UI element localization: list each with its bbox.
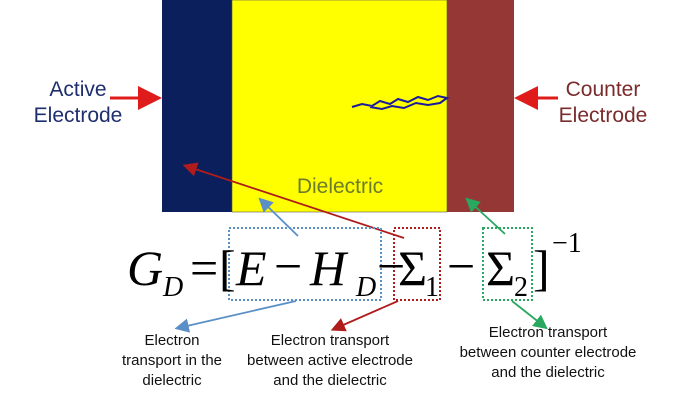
counter-label: Counter [566,78,641,101]
arrow [334,301,398,329]
eq: Σ [486,240,515,296]
eq: [ [219,240,236,296]
caption: and the dielectric [491,364,605,381]
eq: G [127,240,163,296]
captions: Electron transport in the dielectric Electr… [122,324,636,389]
counter-label: Electrode [559,104,648,127]
caption: and the dielectric [273,372,387,389]
caption: Electron [144,332,199,349]
diagram: Active Electrode Counter Electrode Diele… [0,0,674,405]
active-label: Electrode [34,104,123,127]
dielectric-label: Dielectric [297,175,383,198]
caption: dielectric [142,372,202,389]
eq: −1 [552,228,582,259]
active-electrode [162,0,232,212]
caption: between counter electrode [460,344,637,361]
counter-electrode [447,0,514,212]
caption: Electron transport [271,332,390,349]
caption: between active electrode [247,352,413,369]
eq: Σ [398,240,427,296]
eq: D [162,272,183,303]
eq: − [274,238,302,294]
eq: = [190,240,218,296]
eq: 1 [425,272,439,303]
eq: ] [533,240,550,296]
eq: H [309,240,349,296]
eq: D [355,272,376,303]
caption: Electron transport [489,324,608,341]
arrow [178,301,296,328]
eq: E [235,240,267,296]
caption: transport in the [122,352,222,369]
eq: 2 [514,272,528,303]
active-label: Active [49,78,106,101]
eq: − [447,238,475,294]
